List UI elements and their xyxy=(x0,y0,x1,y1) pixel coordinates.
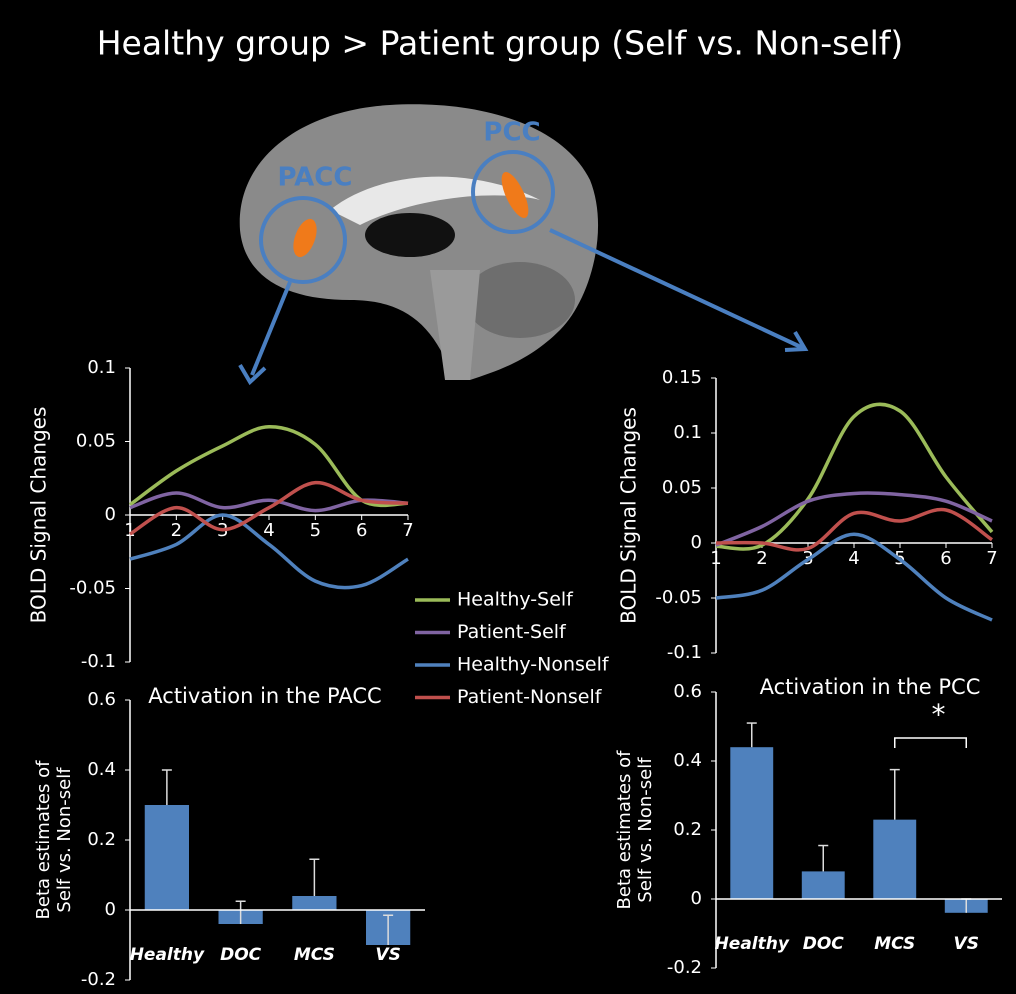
y-tick-label: 0.4 xyxy=(87,759,116,780)
x-tick-label: 5 xyxy=(310,520,321,541)
x-tick-label: MCS xyxy=(294,945,335,965)
y-tick-label: 0.4 xyxy=(673,750,702,771)
y-tick-label: 0 xyxy=(105,504,116,525)
legend-label: Patient-Nonself xyxy=(457,686,603,708)
y-tick-label: 0 xyxy=(691,532,702,553)
y-tick-label: 0 xyxy=(105,899,116,920)
bar xyxy=(730,747,773,899)
y-tick-label: 0.05 xyxy=(76,431,116,452)
bar xyxy=(802,871,845,899)
y-tick-label: 0.6 xyxy=(673,681,702,702)
y-tick-label: -0.1 xyxy=(81,651,116,672)
y-tick-label: -0.05 xyxy=(655,587,702,608)
legend-label: Patient-Self xyxy=(457,621,567,643)
x-tick-label: DOC xyxy=(220,945,262,965)
x-tick-label: 7 xyxy=(402,520,413,541)
y-tick-label: 0.05 xyxy=(662,477,702,498)
roi-label: PACC xyxy=(278,163,353,193)
ventricle xyxy=(365,213,455,257)
y-tick-label: 0.2 xyxy=(87,829,116,850)
y-axis-label: BOLD Signal Changes xyxy=(27,407,51,624)
y-tick-label: -0.05 xyxy=(69,578,116,599)
x-tick-label: 2 xyxy=(171,520,182,541)
x-tick-label: 6 xyxy=(940,548,951,569)
cerebellum xyxy=(465,262,575,338)
figure-title: Healthy group > Patient group (Self vs. … xyxy=(97,24,904,63)
y-axis-label: BOLD Signal Changes xyxy=(617,407,641,624)
page: Healthy group > Patient group (Self vs. … xyxy=(0,0,1016,994)
y-axis-label: Self vs. Non-self xyxy=(635,757,656,903)
legend-label: Healthy-Nonself xyxy=(457,654,610,676)
x-tick-label: 4 xyxy=(263,520,274,541)
x-tick-label: 1 xyxy=(710,548,721,569)
x-tick-label: 2 xyxy=(756,548,767,569)
y-axis-label: Self vs. Non-self xyxy=(54,767,75,913)
y-tick-label: -0.2 xyxy=(667,957,702,978)
y-axis-label: Beta estimates of xyxy=(33,760,54,920)
y-tick-label: -0.2 xyxy=(81,969,116,990)
y-tick-label: -0.1 xyxy=(667,642,702,663)
bar xyxy=(292,896,336,910)
bar xyxy=(873,820,916,899)
y-tick-label: 0 xyxy=(691,888,702,909)
figure: Healthy group > Patient group (Self vs. … xyxy=(0,0,1016,994)
x-tick-label: 4 xyxy=(848,548,859,569)
x-tick-label: Healthy xyxy=(130,945,205,965)
x-tick-label: Healthy xyxy=(715,934,790,954)
chart-title: Activation in the PCC xyxy=(760,675,981,699)
y-tick-label: 0.1 xyxy=(87,357,116,378)
x-tick-label: 6 xyxy=(356,520,367,541)
x-tick-label: MCS xyxy=(874,934,915,954)
y-tick-label: 0.15 xyxy=(662,367,702,388)
x-tick-label: 7 xyxy=(986,548,997,569)
annotation: * xyxy=(932,698,946,731)
x-tick-label: VS xyxy=(954,934,979,954)
x-tick-label: VS xyxy=(375,945,400,965)
roi-label: PCC xyxy=(483,118,540,148)
y-tick-label: 0.1 xyxy=(673,422,702,443)
y-axis-label: Beta estimates of xyxy=(614,750,635,910)
x-tick-label: DOC xyxy=(803,934,845,954)
bar xyxy=(145,805,189,910)
y-tick-label: 0.2 xyxy=(673,819,702,840)
chart-title: Activation in the PACC xyxy=(148,684,381,708)
y-tick-label: 0.6 xyxy=(87,689,116,710)
legend-label: Healthy-Self xyxy=(457,589,574,611)
